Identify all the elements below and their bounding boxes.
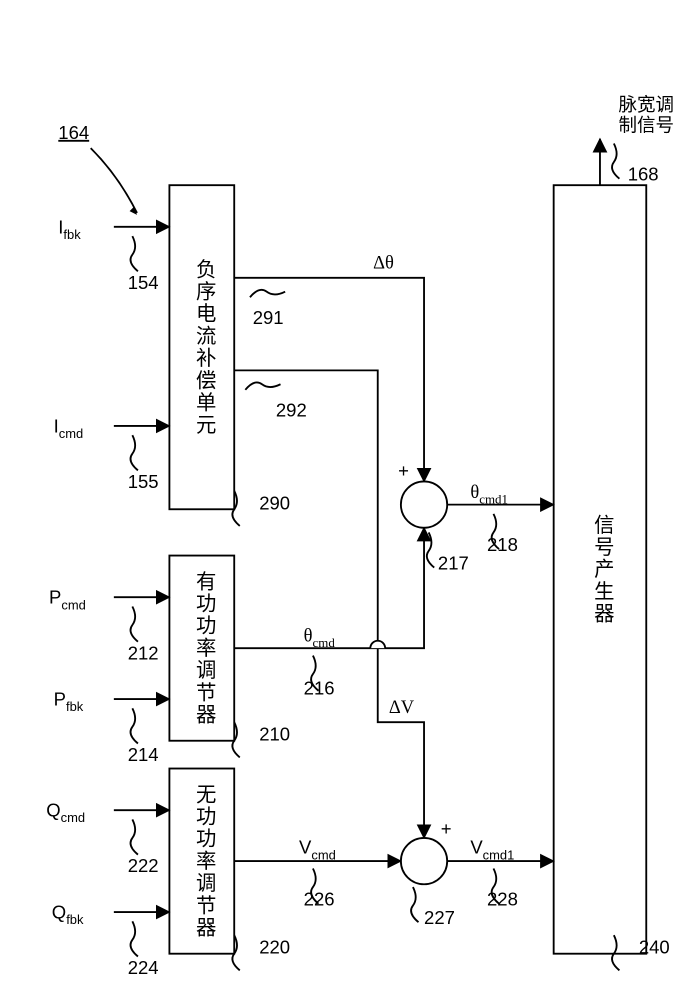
figure-ref: 164 bbox=[58, 122, 89, 143]
line-291: 291 Δθ bbox=[234, 254, 424, 482]
comp-block-label: 负序电流补偿单元 bbox=[192, 258, 216, 436]
ref-290: 290 bbox=[232, 491, 290, 526]
active-block-label: 有功功率调节器 bbox=[192, 570, 216, 726]
svg-text:292: 292 bbox=[276, 400, 307, 421]
input-i-fbk: Ifbk 154 bbox=[58, 216, 169, 293]
svg-text:222: 222 bbox=[128, 855, 159, 876]
svg-text:155: 155 bbox=[128, 471, 159, 492]
svg-text:脉宽调: 脉宽调 bbox=[618, 94, 674, 115]
svg-text:224: 224 bbox=[128, 957, 159, 978]
svg-text:Ifbk: Ifbk bbox=[58, 216, 81, 242]
svg-text:154: 154 bbox=[128, 272, 159, 293]
svg-text:214: 214 bbox=[128, 744, 159, 765]
svg-text:Qcmd: Qcmd bbox=[46, 800, 85, 826]
diagram-canvas: 164 负序电流补偿单元 有功功率调节器 无功功率调节器 信号产生器 290 2… bbox=[0, 0, 699, 1000]
ref-210: 210 bbox=[232, 722, 290, 757]
svg-text:168: 168 bbox=[628, 164, 659, 185]
input-p-fbk: Pfbk 214 bbox=[54, 689, 170, 766]
svg-text:212: 212 bbox=[128, 642, 159, 663]
line-v-cmd1: Vcmd1 228 bbox=[447, 837, 553, 910]
reactive-block: 无功功率调节器 bbox=[169, 769, 234, 954]
svg-text:228: 228 bbox=[487, 889, 518, 910]
siggen-block-label: 信号产生器 bbox=[590, 514, 614, 625]
input-i-cmd: Icmd 155 bbox=[54, 415, 170, 492]
active-block: 有功功率调节器 bbox=[169, 556, 234, 741]
svg-text:Icmd: Icmd bbox=[54, 415, 84, 441]
line-292: 292 ΔV bbox=[234, 370, 424, 838]
svg-text:θcmd1: θcmd1 bbox=[470, 483, 508, 507]
svg-text:227: 227 bbox=[424, 907, 455, 928]
line-v-cmd: Vcmd 226 bbox=[234, 837, 401, 910]
line-theta-cmd: θcmd 216 bbox=[234, 528, 424, 699]
svg-text:制信号: 制信号 bbox=[618, 114, 674, 135]
theta-summer: + 217 bbox=[398, 460, 469, 574]
svg-text:240: 240 bbox=[639, 937, 670, 958]
svg-text:θcmd: θcmd bbox=[304, 627, 336, 651]
svg-text:Vcmd: Vcmd bbox=[299, 837, 336, 863]
svg-text:+: + bbox=[398, 460, 409, 481]
figure-ref-arc bbox=[91, 148, 137, 213]
svg-text:216: 216 bbox=[304, 677, 335, 698]
output-line: 脉宽调制信号 168 bbox=[600, 94, 674, 185]
svg-text:Pcmd: Pcmd bbox=[49, 587, 86, 613]
svg-text:220: 220 bbox=[259, 937, 290, 958]
v-summer: +227 bbox=[401, 818, 455, 928]
input-q-cmd: Qcmd 222 bbox=[46, 800, 169, 877]
svg-text:226: 226 bbox=[304, 889, 335, 910]
svg-text:217: 217 bbox=[438, 552, 469, 573]
input-q-fbk: Qfbk 224 bbox=[52, 902, 170, 979]
svg-text:Pfbk: Pfbk bbox=[54, 689, 84, 715]
line-theta-cmd1: θcmd1 218 bbox=[447, 483, 553, 555]
svg-text:291: 291 bbox=[253, 307, 284, 328]
svg-text:290: 290 bbox=[259, 492, 290, 513]
ref-220: 220 bbox=[232, 935, 290, 970]
svg-text:Qfbk: Qfbk bbox=[52, 902, 84, 928]
reactive-block-label: 无功功率调节器 bbox=[192, 783, 216, 939]
svg-text:210: 210 bbox=[259, 724, 290, 745]
svg-text:Vcmd1: Vcmd1 bbox=[470, 837, 514, 863]
comp-block: 负序电流补偿单元 bbox=[169, 185, 234, 509]
svg-text:218: 218 bbox=[487, 534, 518, 555]
svg-text:Δθ: Δθ bbox=[373, 254, 394, 274]
siggen-block: 信号产生器 bbox=[554, 185, 647, 954]
svg-text:ΔV: ΔV bbox=[389, 698, 415, 718]
input-p-cmd: Pcmd 212 bbox=[49, 587, 169, 664]
svg-text:+: + bbox=[441, 818, 452, 839]
